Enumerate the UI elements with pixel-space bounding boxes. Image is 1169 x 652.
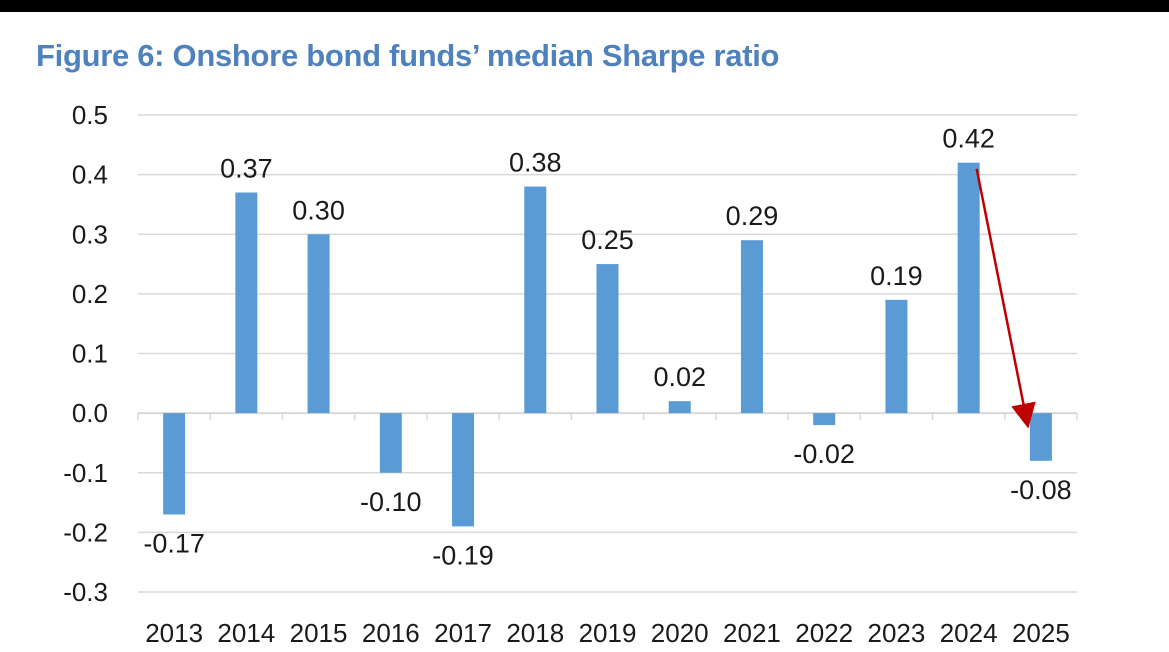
data-label-2023: 0.19	[870, 261, 923, 291]
x-tick-label: 2014	[217, 618, 275, 648]
bar-2014	[235, 192, 258, 414]
data-label-2014: 0.37	[220, 154, 273, 184]
data-label-2013: -0.17	[143, 528, 205, 558]
data-label-2024: 0.42	[942, 124, 995, 154]
data-label-2018: 0.38	[509, 148, 562, 178]
y-tick-label: -0.2	[63, 517, 108, 547]
data-labels: -0.17 0.37 0.30 -0.10 -0.19 0.38 0.25 0.02 0.29 -…	[143, 124, 1071, 571]
x-tick-label: 2020	[651, 618, 709, 648]
trend-arrow	[975, 168, 1036, 429]
bar-2022	[813, 413, 836, 426]
bar-2017	[452, 413, 475, 527]
y-tick-label: 0.3	[72, 219, 108, 249]
bars	[163, 162, 1052, 527]
x-tick-label: 2015	[290, 618, 348, 648]
x-axis-tick-labels: 2013 2014 2015 2016 2017 2018 2019 2020 2021 2022…	[145, 618, 1070, 648]
figure-title: Figure 6: Onshore bond funds’ median Sha…	[36, 38, 780, 73]
top-dark-band	[0, 0, 1169, 12]
annotations	[975, 168, 1036, 429]
bar-2023	[885, 299, 908, 414]
y-tick-label: -0.1	[63, 458, 108, 488]
bar-2015	[307, 234, 330, 414]
bar-2019	[596, 264, 619, 414]
y-tick-label: -0.3	[63, 577, 108, 607]
x-tick-label: 2017	[434, 618, 492, 648]
x-tick-label: 2024	[940, 618, 998, 648]
x-tick-label: 2025	[1012, 618, 1070, 648]
data-label-2021: 0.29	[726, 201, 779, 231]
x-tick-label: 2022	[795, 618, 853, 648]
bar-2025	[1029, 413, 1052, 461]
y-tick-label: 0.1	[72, 339, 108, 369]
x-tick-label: 2016	[362, 618, 420, 648]
bar-2024	[957, 162, 980, 414]
bar-2013	[163, 413, 186, 515]
data-label-2016: -0.10	[360, 487, 422, 517]
bar-2020	[668, 401, 691, 414]
data-label-2020: 0.02	[653, 362, 706, 392]
data-label-2015: 0.30	[292, 195, 345, 225]
bar-2018	[524, 186, 547, 414]
x-tick-label: 2023	[868, 618, 926, 648]
y-tick-label: 0.2	[72, 279, 108, 309]
x-tick-label: 2021	[723, 618, 781, 648]
x-tick-label: 2018	[506, 618, 564, 648]
x-tick-label: 2013	[145, 618, 203, 648]
y-axis-tick-labels: 0.5 0.4 0.3 0.2 0.1 0.0 -0.1 -0.2 -0.3	[63, 100, 108, 607]
bar-2021	[740, 240, 763, 414]
data-label-2022: -0.02	[793, 439, 855, 469]
y-tick-label: 0.4	[72, 160, 108, 190]
data-label-2019: 0.25	[581, 225, 634, 255]
data-label-2017: -0.19	[432, 540, 494, 570]
data-label-2025: -0.08	[1010, 475, 1072, 505]
y-tick-label: 0.0	[72, 398, 108, 428]
y-tick-label: 0.5	[72, 100, 108, 130]
x-tick-label: 2019	[579, 618, 637, 648]
bar-2016	[379, 413, 402, 473]
